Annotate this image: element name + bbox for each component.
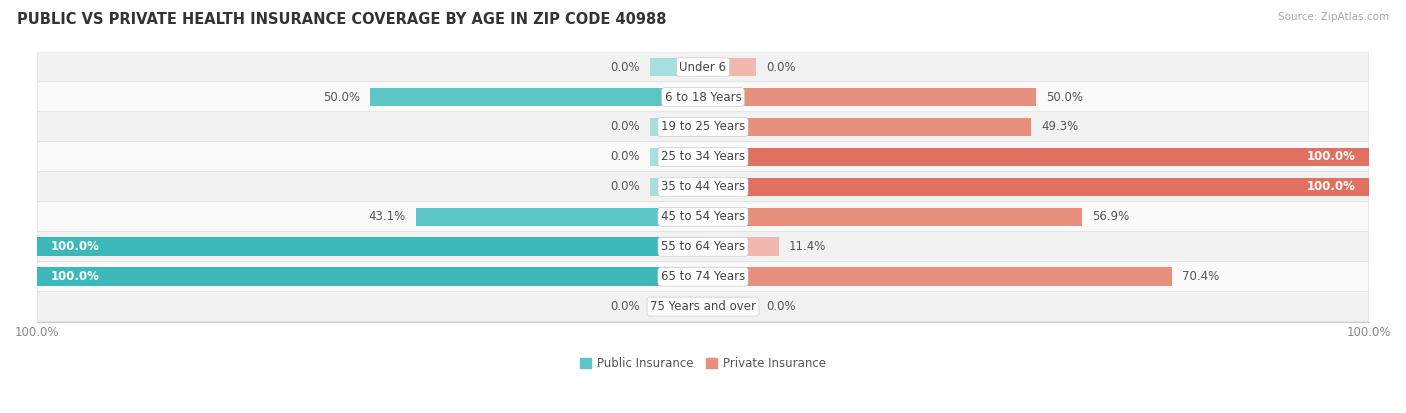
Text: Source: ZipAtlas.com: Source: ZipAtlas.com — [1278, 12, 1389, 22]
Text: 0.0%: 0.0% — [766, 61, 796, 74]
Bar — [650, 178, 703, 196]
FancyBboxPatch shape — [37, 261, 1369, 292]
Text: 6 to 18 Years: 6 to 18 Years — [665, 90, 741, 104]
Bar — [703, 148, 1369, 166]
Text: 0.0%: 0.0% — [610, 300, 640, 313]
Text: 75 Years and over: 75 Years and over — [650, 300, 756, 313]
FancyBboxPatch shape — [37, 52, 1369, 83]
Text: 65 to 74 Years: 65 to 74 Years — [661, 270, 745, 283]
Text: Under 6: Under 6 — [679, 61, 727, 74]
Text: 50.0%: 50.0% — [323, 90, 360, 104]
Text: 100.0%: 100.0% — [1306, 150, 1355, 164]
FancyBboxPatch shape — [37, 291, 1369, 322]
FancyBboxPatch shape — [37, 202, 1369, 232]
Bar — [703, 297, 756, 316]
Text: 56.9%: 56.9% — [1092, 210, 1129, 223]
FancyBboxPatch shape — [37, 142, 1369, 172]
Bar — [370, 88, 703, 106]
Text: 0.0%: 0.0% — [610, 121, 640, 133]
FancyBboxPatch shape — [37, 171, 1369, 202]
Bar — [650, 297, 703, 316]
Bar — [703, 88, 1036, 106]
Legend: Public Insurance, Private Insurance: Public Insurance, Private Insurance — [575, 352, 831, 375]
Text: 55 to 64 Years: 55 to 64 Years — [661, 240, 745, 253]
Text: 45 to 54 Years: 45 to 54 Years — [661, 210, 745, 223]
FancyBboxPatch shape — [37, 82, 1369, 112]
Text: 0.0%: 0.0% — [610, 150, 640, 164]
Bar — [703, 237, 779, 256]
Bar — [37, 237, 703, 256]
Text: 0.0%: 0.0% — [610, 180, 640, 193]
Bar — [650, 118, 703, 136]
Text: 11.4%: 11.4% — [789, 240, 827, 253]
Text: 35 to 44 Years: 35 to 44 Years — [661, 180, 745, 193]
Bar — [37, 267, 703, 286]
Text: 19 to 25 Years: 19 to 25 Years — [661, 121, 745, 133]
Text: 25 to 34 Years: 25 to 34 Years — [661, 150, 745, 164]
Bar — [703, 118, 1031, 136]
FancyBboxPatch shape — [37, 112, 1369, 142]
Bar — [416, 207, 703, 226]
Text: 100.0%: 100.0% — [51, 270, 100, 283]
Text: 0.0%: 0.0% — [610, 61, 640, 74]
Text: PUBLIC VS PRIVATE HEALTH INSURANCE COVERAGE BY AGE IN ZIP CODE 40988: PUBLIC VS PRIVATE HEALTH INSURANCE COVER… — [17, 12, 666, 27]
Bar — [703, 267, 1171, 286]
Bar — [650, 148, 703, 166]
Bar — [703, 58, 756, 76]
Text: 43.1%: 43.1% — [368, 210, 406, 223]
Text: 70.4%: 70.4% — [1181, 270, 1219, 283]
Text: 49.3%: 49.3% — [1042, 121, 1078, 133]
Bar — [650, 58, 703, 76]
Bar — [703, 207, 1081, 226]
Text: 50.0%: 50.0% — [1046, 90, 1083, 104]
Bar — [703, 178, 1369, 196]
Text: 100.0%: 100.0% — [51, 240, 100, 253]
FancyBboxPatch shape — [37, 231, 1369, 262]
Text: 100.0%: 100.0% — [1306, 180, 1355, 193]
Text: 0.0%: 0.0% — [766, 300, 796, 313]
